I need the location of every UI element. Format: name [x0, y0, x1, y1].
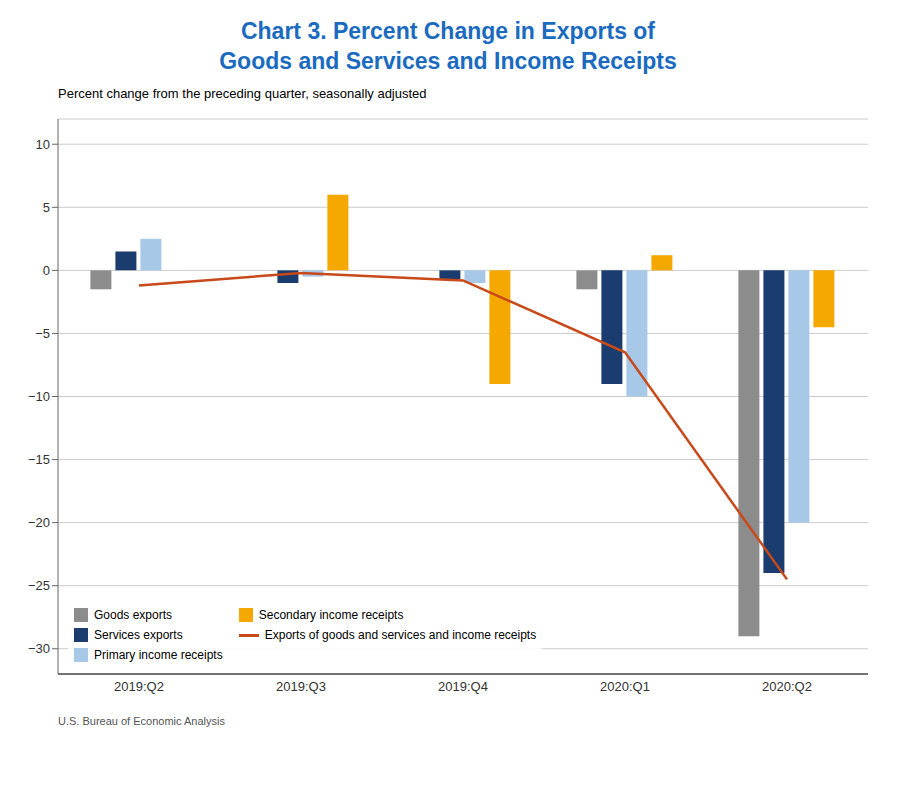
svg-text:2019:Q4: 2019:Q4: [438, 679, 488, 694]
svg-text:−5: −5: [35, 326, 50, 341]
html-text:Secondary income receipts: Secondary income receipts: [258, 608, 404, 622]
svg-text:2020:Q1: 2020:Q1: [600, 679, 650, 694]
html-text:U.S. Bureau of Economic Analys: U.S. Bureau of Economic Analysis: [58, 715, 225, 727]
svg-text:−10: −10: [28, 389, 50, 404]
svg-text:10: 10: [36, 137, 50, 152]
html-text:Goods exports: Goods exports: [94, 608, 172, 622]
html-text:Primary income receipts: Primary income receipts: [94, 648, 223, 662]
svg-text:−15: −15: [28, 452, 50, 467]
svg-text:−30: −30: [28, 641, 50, 656]
svg-text:2019:Q3: 2019:Q3: [276, 679, 326, 694]
svg-text:−25: −25: [28, 578, 50, 593]
html-text:Percent change from the preced: Percent change from the preceding quarte…: [58, 86, 427, 101]
svg-text:−20: −20: [28, 515, 50, 530]
svg-text:5: 5: [43, 200, 50, 215]
svg-text:0: 0: [43, 263, 50, 278]
html-text:Goods and Services and Income: Goods and Services and Income Receipts: [219, 48, 677, 74]
html-text:Chart 3. Percent Change in Exp: Chart 3. Percent Change in Exports of: [241, 18, 655, 44]
html-text:Services exports: Services exports: [94, 628, 183, 642]
html-text:Exports of goods and services: Exports of goods and services and income…: [264, 628, 537, 642]
svg-text:2020:Q2: 2020:Q2: [762, 679, 812, 694]
svg-text:2019:Q2: 2019:Q2: [114, 679, 164, 694]
